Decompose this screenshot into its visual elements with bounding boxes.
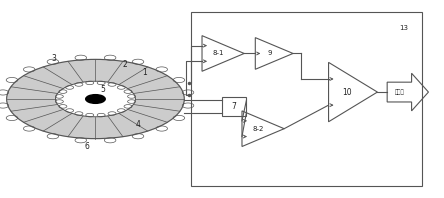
Text: 6: 6 [84,143,89,151]
Text: 总输出: 总输出 [395,89,404,95]
Text: 1: 1 [142,68,147,77]
Bar [222,97,246,116]
Circle shape [56,81,135,117]
Text: 10: 10 [342,88,352,97]
Bar [191,12,422,186]
Text: 8-2: 8-2 [252,126,264,132]
Text: 4: 4 [135,120,140,129]
Text: 7: 7 [232,102,237,111]
Circle shape [86,95,105,103]
Circle shape [7,59,184,139]
Text: 3: 3 [51,54,56,63]
Text: 8-1: 8-1 [212,50,224,56]
Text: 13: 13 [400,25,408,31]
Text: 5: 5 [100,85,105,94]
Text: 9: 9 [267,50,272,56]
Text: 2: 2 [122,60,127,69]
